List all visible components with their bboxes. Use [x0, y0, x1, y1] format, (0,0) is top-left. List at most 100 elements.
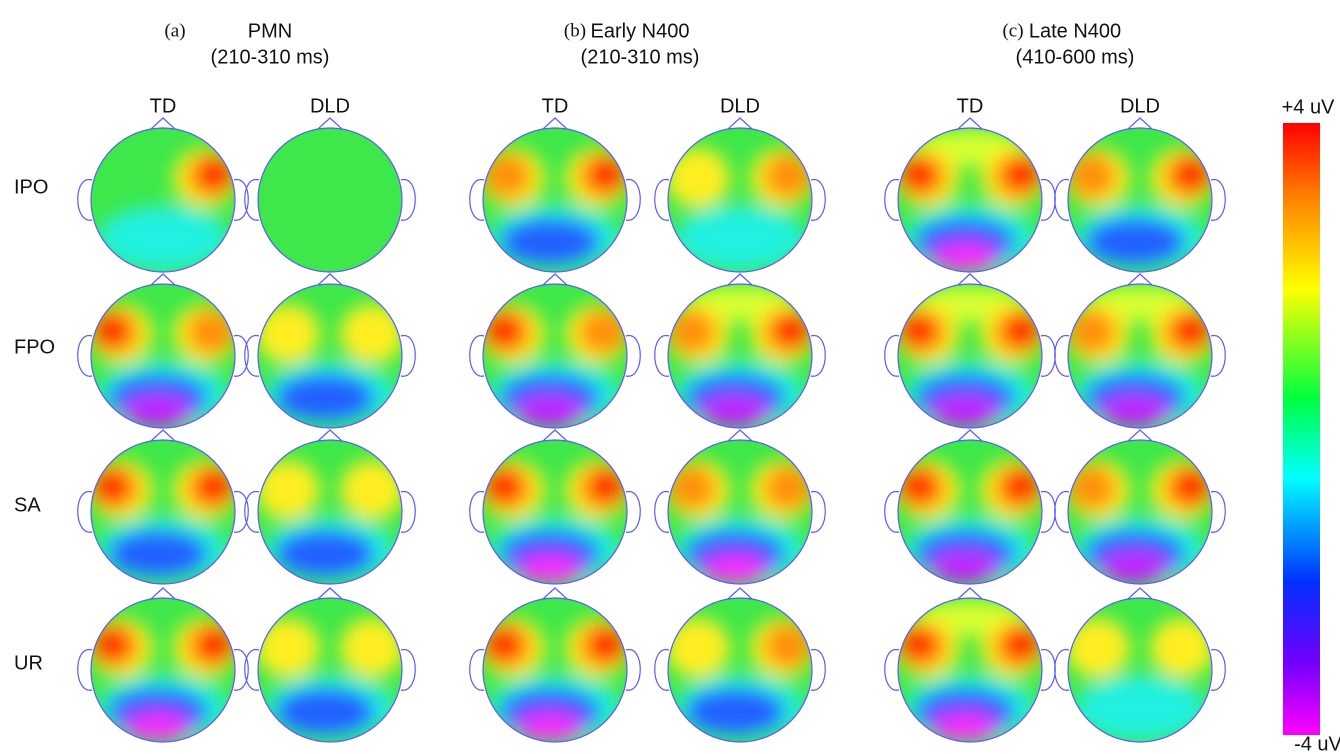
topomap	[1068, 128, 1212, 272]
panel-window: (210-310 ms)	[211, 46, 330, 68]
topomap	[1068, 598, 1212, 742]
blob	[483, 154, 531, 198]
head-outline	[897, 439, 1043, 585]
nose	[957, 429, 983, 442]
ear	[1054, 649, 1070, 691]
blobs	[1068, 148, 1212, 270]
blob	[94, 470, 128, 502]
head-outline	[897, 127, 1043, 273]
blobs	[1068, 460, 1212, 583]
blobs	[898, 460, 1042, 583]
blob	[901, 314, 935, 346]
topomap	[1068, 284, 1212, 428]
ear	[244, 179, 260, 221]
blob	[258, 460, 320, 520]
ear	[1210, 335, 1226, 377]
nose	[542, 117, 568, 130]
blob	[675, 206, 805, 270]
topomap	[258, 284, 402, 428]
nose	[727, 273, 753, 286]
blob	[590, 158, 624, 190]
topomap	[258, 440, 402, 584]
column-header: TD	[542, 95, 569, 117]
blobs	[1068, 286, 1212, 427]
blob	[1005, 470, 1039, 502]
blob	[524, 561, 576, 583]
column-header: DLD	[1120, 95, 1160, 117]
topomap	[483, 128, 627, 272]
ear	[233, 649, 249, 691]
ear	[654, 649, 670, 691]
blob	[1068, 618, 1130, 678]
blob	[340, 618, 402, 678]
ear	[244, 335, 260, 377]
blob	[709, 561, 761, 583]
topomap	[258, 128, 402, 272]
blob	[1005, 158, 1039, 190]
blob	[901, 628, 935, 660]
nose	[317, 273, 343, 286]
head-outline	[667, 597, 813, 743]
blob	[198, 470, 232, 502]
blob	[764, 466, 812, 510]
blob	[258, 618, 320, 678]
ear	[77, 491, 93, 533]
topomap	[1068, 440, 1212, 584]
column-header: TD	[150, 95, 177, 117]
head-outline	[1067, 127, 1213, 273]
panel-title: Late N400	[1029, 20, 1121, 42]
blob	[1005, 314, 1039, 346]
ear	[810, 491, 826, 533]
blob	[764, 154, 812, 198]
blob	[132, 719, 184, 741]
blob	[668, 148, 730, 208]
blob	[486, 628, 520, 660]
blob	[275, 374, 375, 422]
nose	[957, 587, 983, 600]
nose	[727, 587, 753, 600]
blob	[258, 304, 320, 364]
panel-window: (210-310 ms)	[581, 46, 700, 68]
blob	[1175, 470, 1209, 502]
column-header: TD	[957, 95, 984, 117]
ear	[1210, 491, 1226, 533]
head-outline	[257, 283, 403, 429]
head-outline	[482, 439, 628, 585]
ear	[1054, 491, 1070, 533]
blob	[929, 551, 1001, 583]
blob	[579, 310, 627, 354]
blob	[94, 314, 128, 346]
ear	[810, 335, 826, 377]
nose	[727, 429, 753, 442]
ear	[233, 179, 249, 221]
nose	[542, 429, 568, 442]
nose	[317, 429, 343, 442]
blob	[1068, 310, 1116, 354]
ear	[654, 179, 670, 221]
blob	[668, 310, 716, 354]
blobs	[258, 618, 402, 740]
nose	[317, 587, 343, 600]
topomap	[668, 128, 812, 272]
head-outline	[482, 597, 628, 743]
blob	[198, 628, 232, 660]
ear	[1054, 335, 1070, 377]
blobs	[898, 286, 1042, 427]
nose	[150, 117, 176, 130]
ear	[884, 179, 900, 221]
ear	[77, 335, 93, 377]
ear	[1040, 491, 1056, 533]
head-outline	[897, 283, 1043, 429]
blobs	[91, 618, 235, 741]
nose	[150, 429, 176, 442]
blob	[1175, 314, 1209, 346]
ear	[400, 179, 416, 221]
nose	[317, 117, 343, 130]
topomap	[898, 284, 1042, 428]
ear	[884, 649, 900, 691]
blob	[94, 628, 128, 660]
ear	[1040, 179, 1056, 221]
blob	[1099, 395, 1171, 427]
head-outline	[667, 283, 813, 429]
topomap	[91, 284, 235, 428]
